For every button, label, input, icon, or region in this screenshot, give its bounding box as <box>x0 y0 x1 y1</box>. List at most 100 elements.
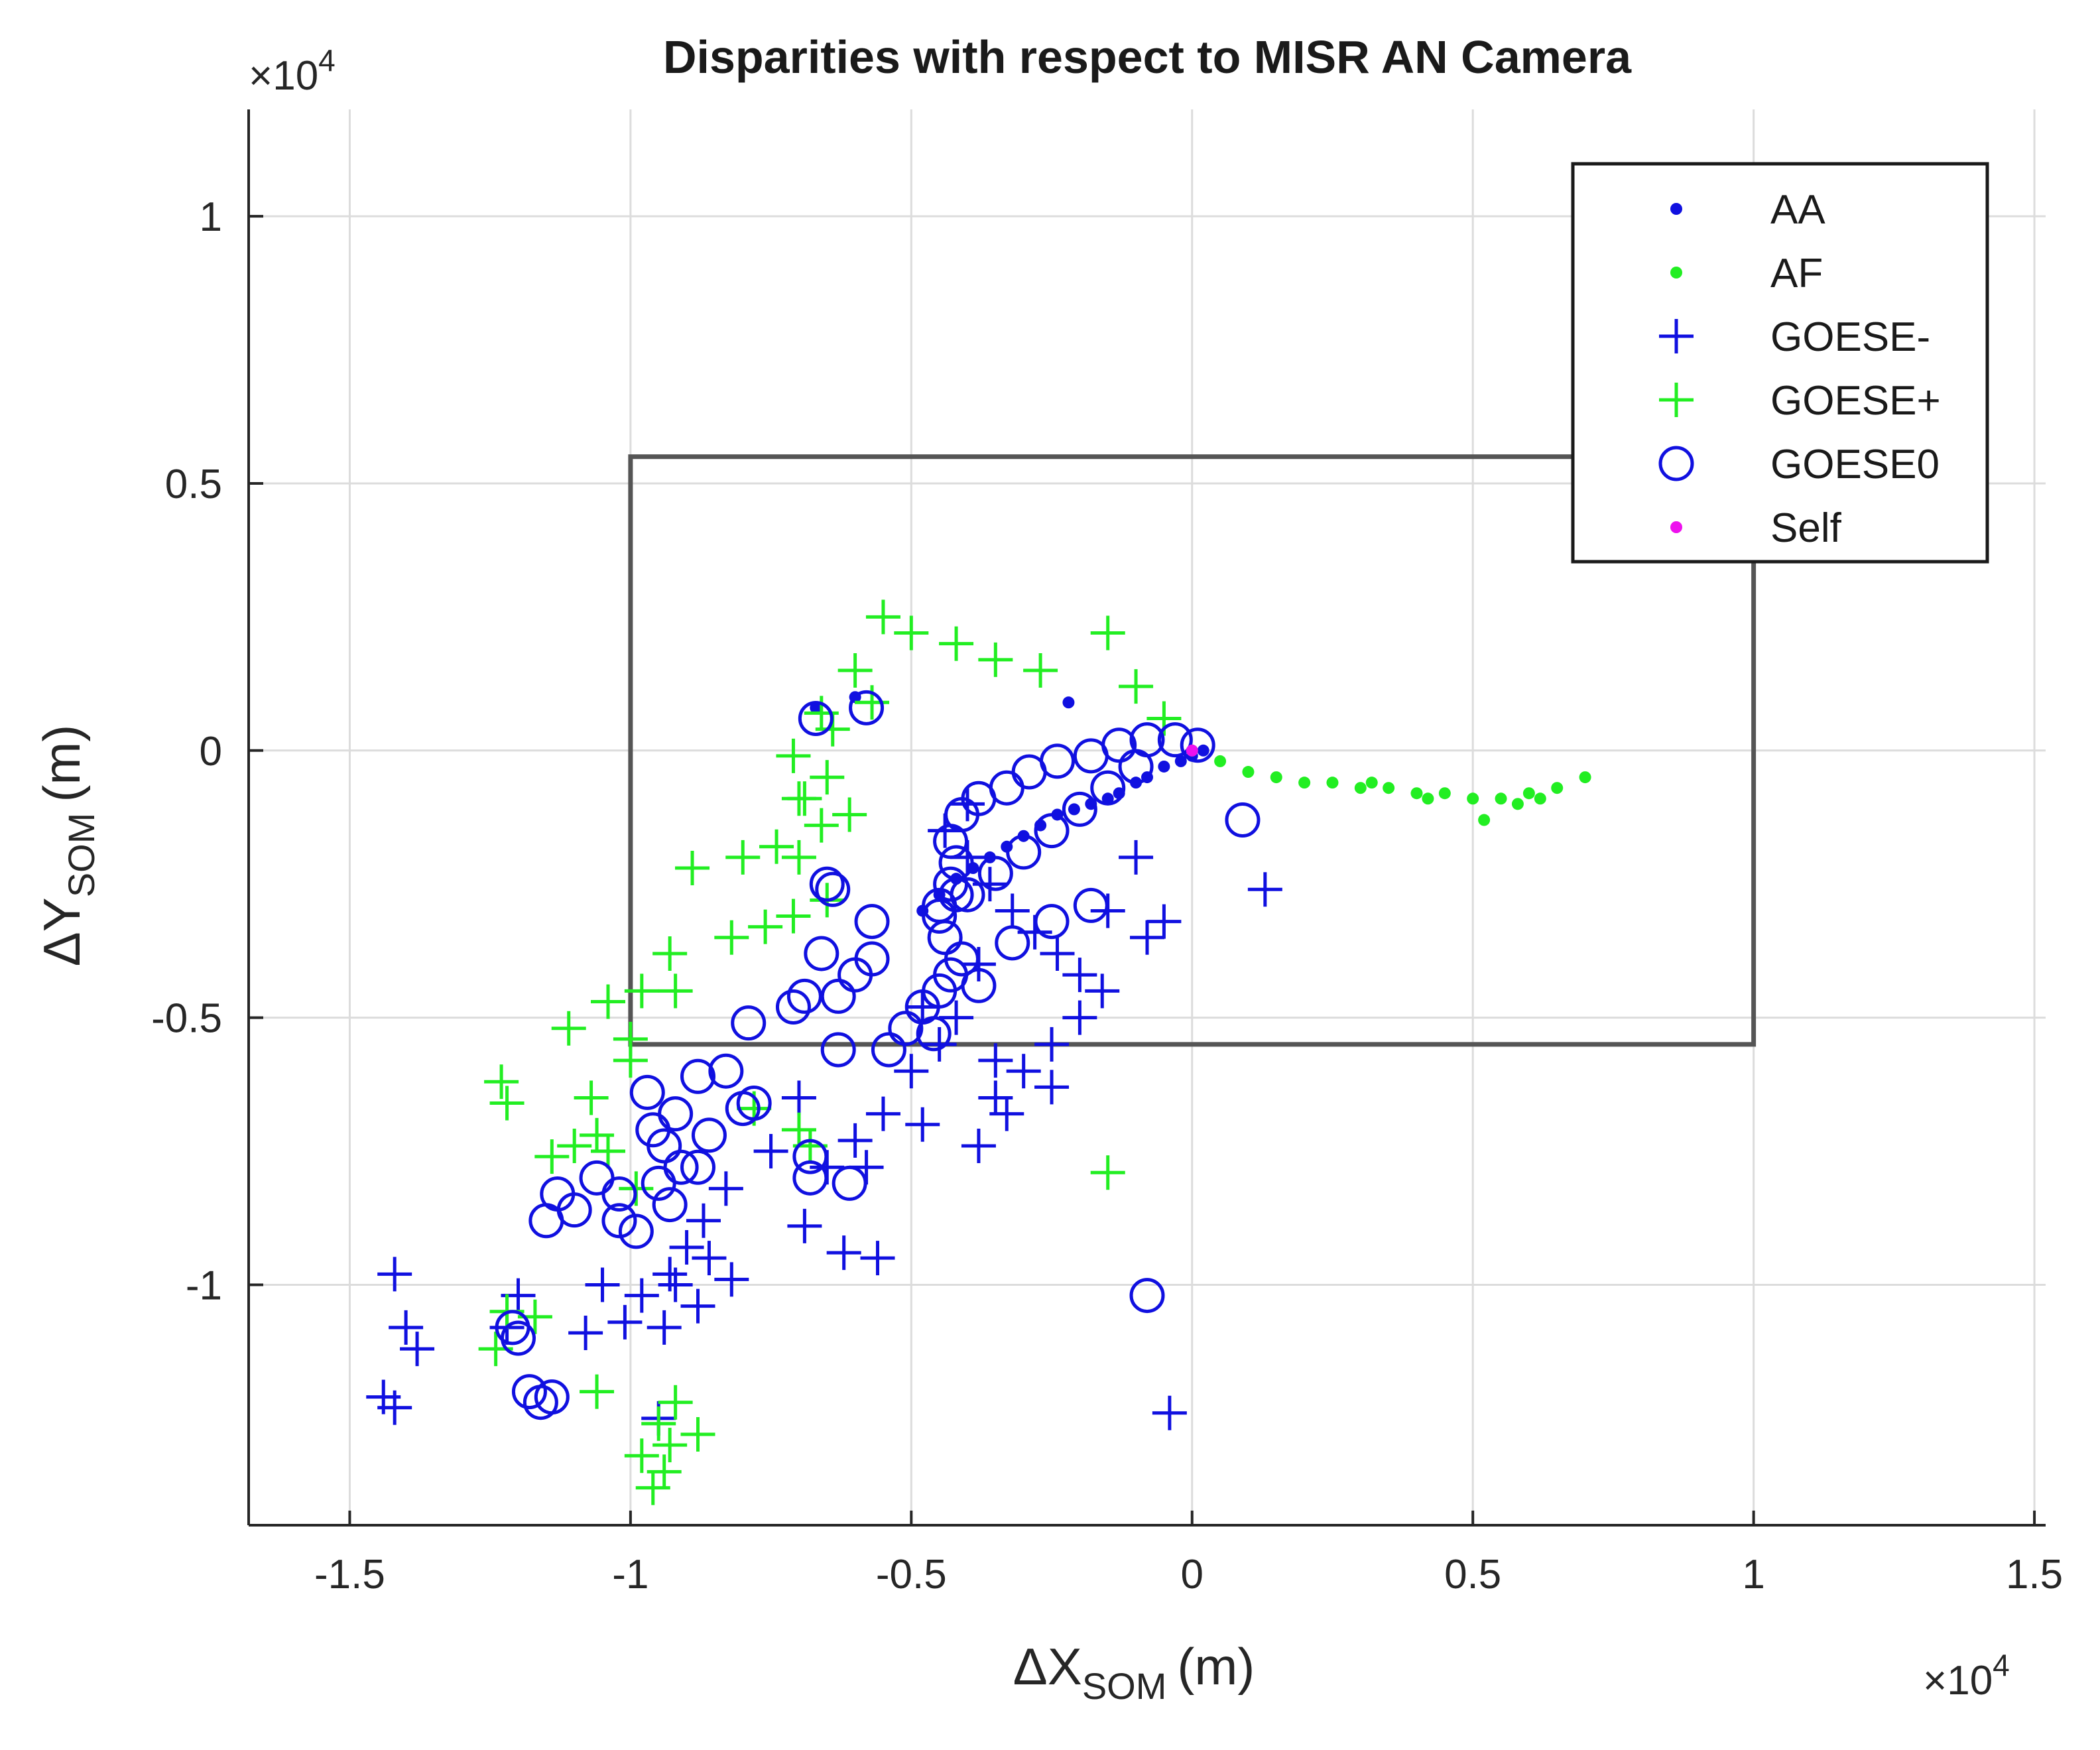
data-point <box>484 1064 519 1099</box>
data-point <box>601 1203 637 1239</box>
data-point <box>1068 803 1080 816</box>
data-point <box>528 1203 564 1239</box>
legend-label: GOESE+ <box>1770 378 1941 424</box>
data-point <box>1130 920 1164 955</box>
y-tick-label: 0.5 <box>165 462 222 507</box>
data-point <box>781 840 816 875</box>
data-point <box>809 866 845 902</box>
data-point <box>871 1032 906 1068</box>
data-point <box>669 1230 704 1265</box>
data-point <box>775 989 811 1025</box>
series-goese0 <box>495 690 1261 1420</box>
data-point <box>787 781 822 816</box>
data-point <box>624 973 659 1009</box>
highlight-rectangle <box>628 454 1757 1047</box>
data-point <box>1534 792 1546 805</box>
y-axis-label: ΔYSOM (m) <box>32 725 102 967</box>
data-point <box>939 1000 974 1035</box>
tick-labels: -1.5 -1 -0.5 0 0.5 1 1.5 -1 -0.5 0 0.5 1 <box>151 194 2063 1597</box>
data-point <box>938 877 974 912</box>
y-tick-label: -1 <box>186 1263 222 1308</box>
data-point <box>860 1241 895 1276</box>
data-point <box>1422 792 1434 805</box>
y-exponent-base: ×10 <box>249 53 318 99</box>
series-self <box>1186 744 1198 757</box>
data-point <box>1298 777 1311 789</box>
data-point <box>826 1235 861 1271</box>
x-axis-label: ΔXSOM (m) <box>1013 1637 1255 1707</box>
data-point <box>534 1379 570 1415</box>
data-point <box>1062 791 1097 827</box>
data-point <box>978 1043 1013 1078</box>
series-layer <box>366 599 1591 1505</box>
series-goese- <box>366 786 1282 1436</box>
data-point <box>815 871 851 907</box>
data-point <box>1034 1070 1070 1105</box>
data-point <box>708 1171 743 1206</box>
data-point <box>647 1128 682 1164</box>
data-point <box>725 840 761 875</box>
data-point <box>804 808 839 843</box>
data-point <box>680 1149 715 1185</box>
data-point <box>580 1374 615 1409</box>
data-point <box>865 599 900 635</box>
legend-item: GOESE0 <box>1658 442 1940 487</box>
data-point <box>1034 904 1070 940</box>
data-point <box>1119 669 1154 704</box>
data-point <box>591 984 625 1019</box>
data-point <box>804 936 839 971</box>
data-point <box>1174 755 1187 767</box>
data-point <box>1006 1054 1041 1089</box>
data-point <box>1040 743 1075 779</box>
data-point <box>1034 1027 1070 1062</box>
y-exponent: ×104 <box>249 43 336 99</box>
data-point <box>714 920 749 955</box>
legend-marker <box>1670 203 1682 215</box>
x-tick-label: 0.5 <box>1444 1552 1501 1597</box>
data-point <box>389 1310 424 1345</box>
x-exponent-power: 4 <box>1993 1648 2010 1682</box>
legend-item: AF <box>1670 251 1823 296</box>
data-point <box>613 1021 648 1056</box>
data-point <box>1062 1000 1097 1035</box>
data-point <box>624 1278 659 1313</box>
data-point <box>1101 727 1137 763</box>
data-point <box>1040 936 1075 971</box>
data-point <box>501 1320 536 1356</box>
data-point <box>658 1385 693 1420</box>
y-exponent-power: 4 <box>318 43 336 78</box>
data-point <box>1511 798 1524 810</box>
data-point <box>922 899 957 934</box>
x-axis-label-sub: SOM <box>1082 1665 1167 1707</box>
data-point <box>1085 973 1120 1009</box>
data-point <box>978 642 1013 677</box>
data-point <box>776 899 811 934</box>
data-point <box>1023 653 1058 688</box>
data-point <box>1383 782 1395 794</box>
data-point <box>647 1310 682 1345</box>
data-point <box>607 1304 643 1340</box>
data-point <box>1090 615 1125 651</box>
data-point <box>849 690 885 725</box>
data-point <box>820 1032 856 1068</box>
data-point <box>1522 787 1535 800</box>
data-point <box>1365 777 1378 789</box>
data-point <box>950 877 985 912</box>
y-tick-label: 0 <box>200 729 222 775</box>
legend-item: GOESE- <box>1659 314 1930 360</box>
legend-item: Self <box>1670 505 1842 551</box>
legend: AA AF GOESE- GOESE+ GOESE0 Self <box>1571 162 1989 564</box>
data-point <box>865 1096 900 1131</box>
legend-label: GOESE- <box>1770 314 1930 360</box>
data-point <box>1467 792 1479 805</box>
data-point <box>1225 802 1261 838</box>
data-point <box>652 936 688 971</box>
data-point <box>837 957 873 993</box>
x-tick-label: 1.5 <box>2006 1552 2063 1597</box>
legend-item: GOESE+ <box>1659 378 1941 424</box>
data-point <box>792 1139 828 1174</box>
data-point <box>787 1208 822 1243</box>
legend-item: AA <box>1670 187 1825 233</box>
data-point <box>1197 744 1209 757</box>
